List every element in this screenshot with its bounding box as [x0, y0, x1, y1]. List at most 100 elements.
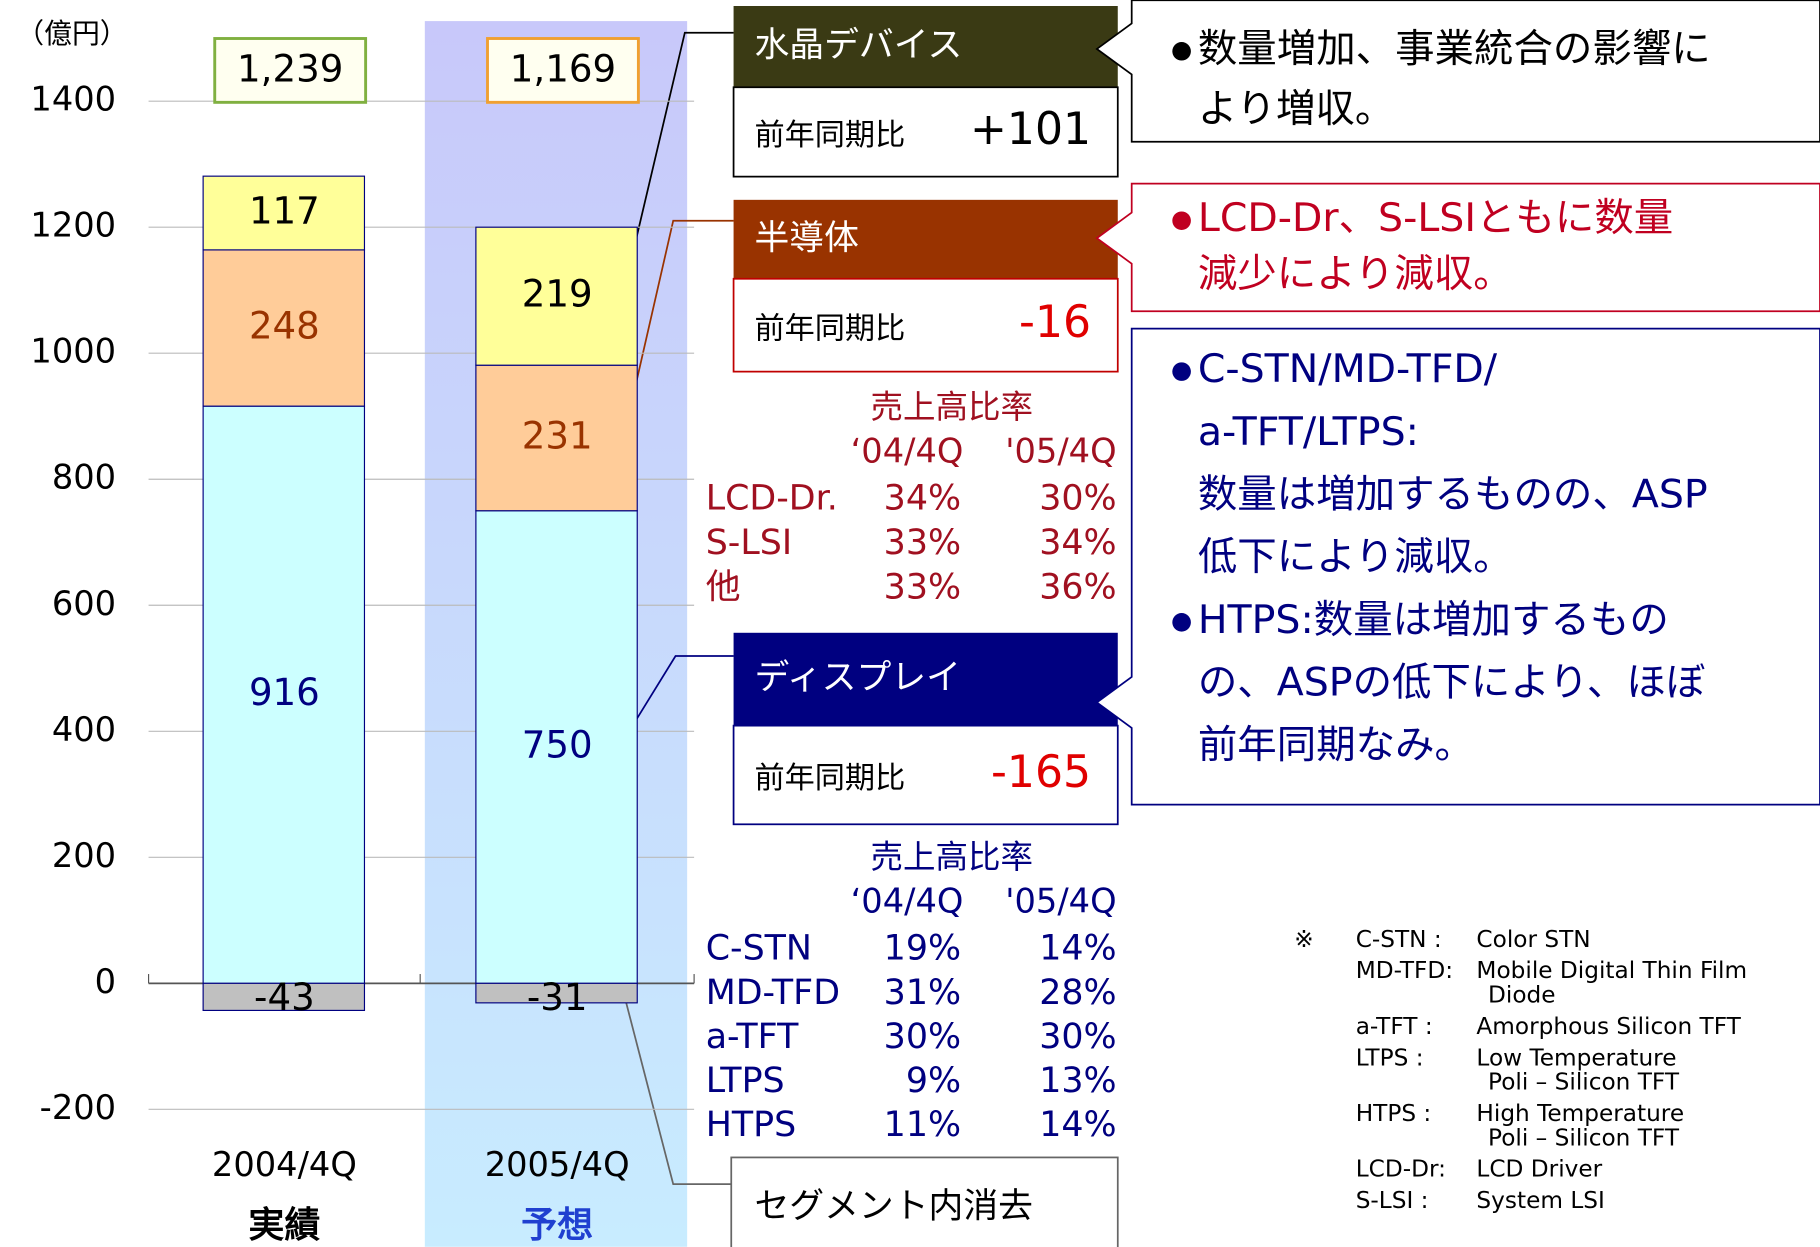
bar-segment [202, 982, 366, 1011]
footnote-term: HTPS : [1356, 1100, 1432, 1127]
unit-label: （億円） [16, 17, 127, 50]
value-label: 219 [522, 273, 593, 316]
table-cell: 31% [884, 973, 961, 1013]
footnote-def: System LSI [1476, 1187, 1604, 1214]
segment-body [732, 724, 1119, 826]
table-cell: 11% [884, 1105, 961, 1145]
category-note: 実績 [248, 1205, 320, 1246]
y-tick-label: 400 [52, 710, 116, 749]
bar-segment [475, 510, 638, 984]
footnote-def: Low Temperature [1476, 1044, 1676, 1071]
footnote-def: Diode [1488, 982, 1556, 1009]
elimination-box [730, 1156, 1119, 1247]
table-column: ‘04/4Q [851, 431, 964, 470]
table-title: 売上高比率 [871, 838, 1034, 876]
footnote-def: LCD Driver [1476, 1156, 1602, 1183]
bar-segment [475, 982, 638, 1004]
bar-segment [202, 175, 366, 251]
table-cell: 9% [906, 1061, 961, 1101]
value-label: 916 [249, 671, 320, 714]
segment-header [733, 6, 1118, 88]
change-value: +101 [970, 104, 1091, 155]
table-cell: 30% [1039, 478, 1116, 518]
bar-segment [202, 249, 366, 407]
table-cell: LCD-Dr. [706, 478, 838, 518]
comment-line: HTPS:数量は増加するもの [1198, 597, 1669, 643]
segment-header [733, 199, 1118, 279]
value-label: 750 [522, 724, 593, 767]
footnote-term: a-TFT : [1356, 1013, 1433, 1040]
table-cell: 14% [1039, 929, 1116, 969]
table-cell: 19% [884, 929, 961, 969]
table-cell: 14% [1039, 1105, 1116, 1145]
comparison-label: 前年同期比 [754, 761, 905, 796]
comment-line: 数量は増加するものの、ASP [1198, 471, 1708, 517]
value-label: -31 [527, 976, 588, 1019]
total-label: 1,239 [237, 48, 343, 91]
footnote-def: Poli – Silicon TFT [1488, 1069, 1680, 1096]
y-tick-label: 600 [52, 584, 116, 623]
comment-line: 数量増加、事業統合の影響に [1198, 26, 1711, 72]
footnote-term: C-STN : [1356, 926, 1442, 953]
y-tick-label: 0 [95, 962, 116, 1001]
comment-line: LCD-Dr、S-LSIともに数量 [1198, 195, 1673, 241]
callout-box [1095, 0, 1820, 143]
segment-name: 半導体 [754, 218, 858, 258]
segment-body [732, 277, 1119, 373]
category-note: 予想 [521, 1205, 593, 1246]
y-tick-label: 1200 [30, 206, 116, 245]
footnote-def: Amorphous Silicon TFT [1476, 1013, 1741, 1040]
footnote-term: MD-TFD: [1356, 957, 1453, 984]
comment-line: a-TFT/LTPS: [1198, 409, 1419, 455]
comment-line: 減少により減収。 [1198, 251, 1513, 297]
segment-body [732, 86, 1119, 178]
table-column: '05/4Q [1005, 431, 1116, 470]
y-tick-label: 1000 [30, 332, 116, 371]
table-title: 売上高比率 [871, 388, 1034, 426]
total-box [486, 37, 640, 104]
footnote-def: Mobile Digital Thin Film [1476, 957, 1747, 984]
table-cell: 13% [1039, 1061, 1116, 1101]
footnote-term: LTPS : [1356, 1044, 1424, 1071]
segment-name: 水晶デバイス [754, 26, 962, 66]
elimination-label: セグメント内消去 [754, 1186, 1033, 1226]
table-cell: a-TFT [706, 1017, 799, 1057]
footnote-def: High Temperature [1476, 1100, 1684, 1127]
x-tick-label: 2004/4Q [212, 1145, 357, 1184]
table-cell: C-STN [706, 929, 812, 969]
footnote-term: S-LSI : [1356, 1187, 1429, 1214]
x-tick-label: 2005/4Q [485, 1145, 630, 1184]
footnote-mark: ※ [1294, 926, 1313, 953]
total-label: 1,169 [510, 48, 616, 91]
table-column: ‘04/4Q [851, 882, 964, 921]
y-tick-label: 800 [52, 458, 116, 497]
table-cell: 36% [1039, 568, 1116, 608]
callout-box [1095, 182, 1820, 313]
comment-line: より増収。 [1198, 86, 1394, 132]
comment-line: C-STN/MD-TFD/ [1198, 346, 1498, 392]
table-cell: HTPS [706, 1105, 797, 1145]
value-label: 231 [522, 414, 593, 457]
table-cell: 28% [1039, 973, 1116, 1013]
table-cell: 33% [884, 523, 961, 563]
table-cell: LTPS [706, 1061, 785, 1101]
comparison-label: 前年同期比 [754, 118, 905, 153]
table-cell: 他 [706, 568, 741, 608]
footnote-term: LCD-Dr: [1356, 1156, 1446, 1183]
bullet [1172, 41, 1191, 61]
segment-name: ディスプレイ [754, 658, 960, 698]
table-cell: 33% [884, 568, 961, 608]
bar-segment [202, 405, 366, 984]
y-tick-label: 1400 [30, 80, 116, 119]
table-column: '05/4Q [1005, 882, 1116, 921]
comment-line: 前年同期なみ。 [1198, 722, 1474, 768]
callout-box [1095, 327, 1820, 806]
comment-line: 低下により減収。 [1198, 534, 1513, 580]
bullet [1172, 211, 1191, 231]
bar-segment [475, 226, 638, 366]
connectors [623, 31, 734, 1185]
change-value: -16 [1019, 297, 1091, 348]
value-label: 117 [249, 190, 320, 233]
bar-segment [475, 364, 638, 512]
